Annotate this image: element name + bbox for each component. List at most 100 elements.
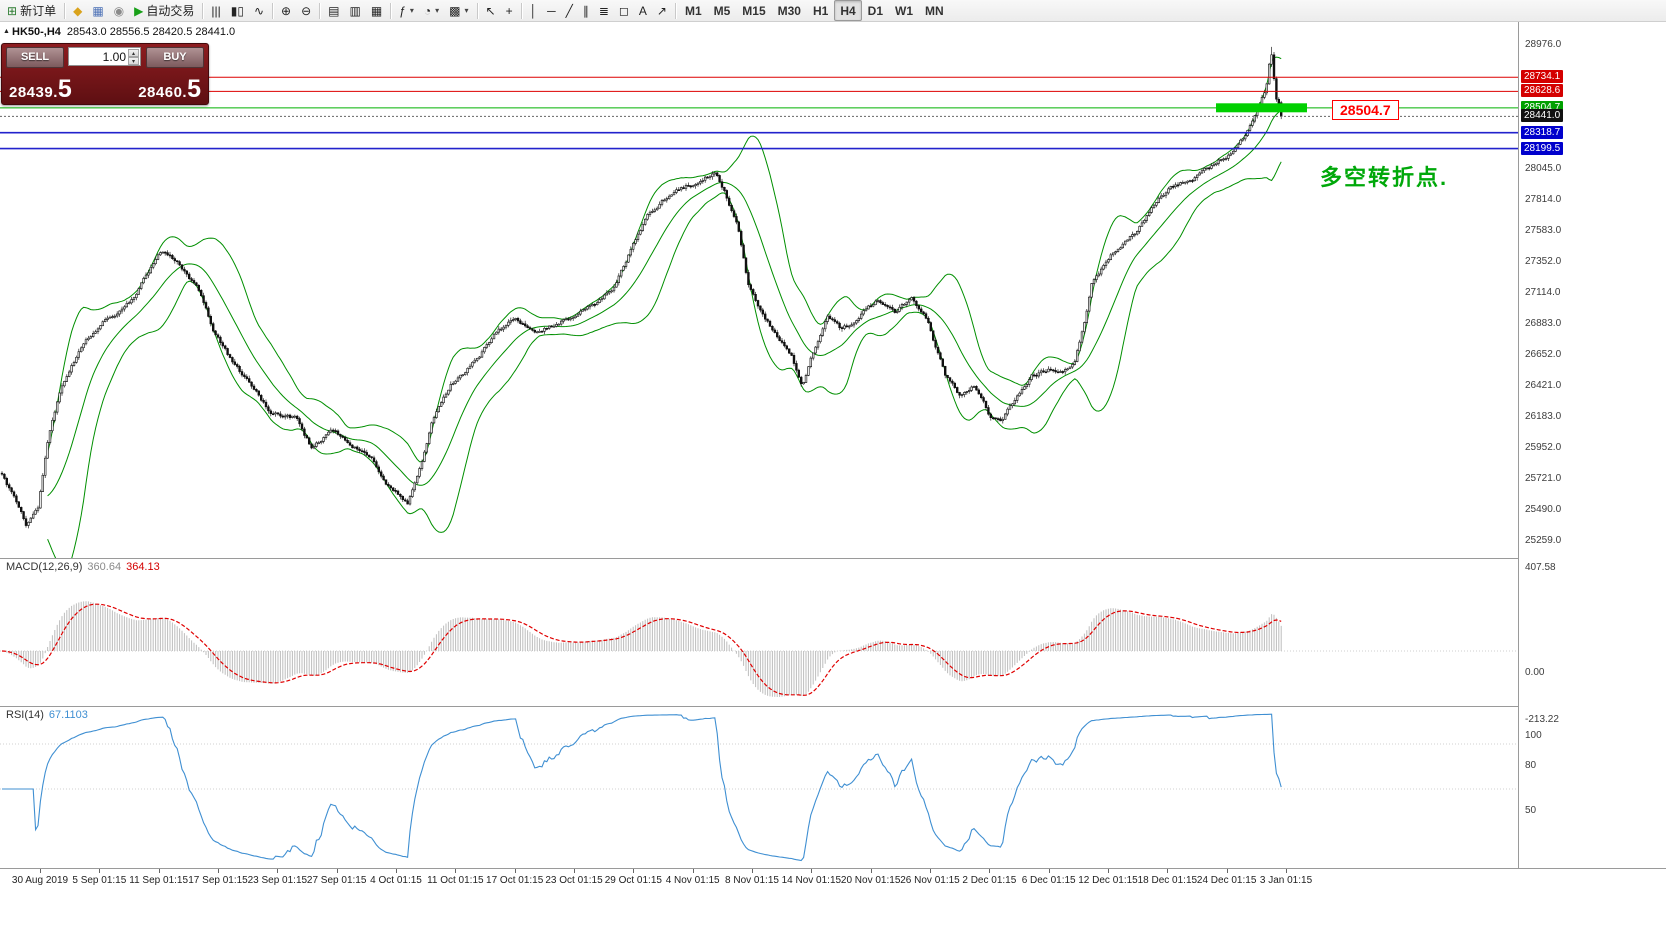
pivot-note-text[interactable]: 多空转折点.	[1320, 165, 1449, 190]
horizontal-line-icon: ─	[547, 3, 556, 18]
bar-chart-button[interactable]: |||	[206, 0, 225, 21]
indicators-button[interactable]: ƒ ▾	[394, 0, 419, 21]
chevron-down-icon: ▾	[409, 6, 414, 15]
tf-m30[interactable]: M30	[772, 0, 807, 21]
volume-up-button[interactable]: ▴	[128, 49, 139, 57]
time-axis-label: 17 Oct 01:15	[486, 875, 544, 886]
autotrading-button-label: 自动交易	[146, 4, 195, 18]
sell-price-main: 28439.	[9, 84, 58, 101]
line-chart-button[interactable]: ∿	[249, 0, 269, 21]
vertical-line-button[interactable]: │	[525, 0, 543, 21]
text-button[interactable]: A	[634, 0, 652, 21]
trendline-button[interactable]: ╱	[561, 0, 578, 21]
time-axis-label: 5 Sep 01:15	[72, 875, 127, 886]
time-axis-label: 6 Dec 01:15	[1021, 875, 1076, 886]
price-axis[interactable]: 28976.0 28045.0 27814.0 27583.0 27352.0 27114…	[1519, 22, 1666, 868]
tf-mn-label: MN	[925, 3, 944, 18]
data-window-button[interactable]: ▦	[87, 0, 108, 21]
price-tag: 28734.1	[1521, 70, 1564, 84]
tf-m1[interactable]: M1	[679, 0, 708, 21]
shapes-button[interactable]: ◻	[614, 0, 634, 21]
new-order-button[interactable]: ⊞ 新订单	[2, 0, 61, 21]
tf-m5[interactable]: M5	[708, 0, 737, 21]
macd-panel-canvas[interactable]	[0, 558, 1518, 706]
arrange-windows-button[interactable]: ▦	[366, 0, 387, 21]
panel-separator[interactable]	[0, 706, 1666, 707]
chart-title-symbol: HK50-,H4	[12, 26, 61, 38]
price-chart-canvas[interactable]	[0, 22, 1518, 558]
tf-w1-label: W1	[895, 3, 914, 18]
time-axis-label: 14 Nov 01:15	[781, 875, 842, 886]
crosshair-button[interactable]: +	[501, 0, 518, 21]
buy-price-main: 28460.	[138, 84, 188, 101]
fibonacci-button[interactable]: ≣	[594, 0, 614, 21]
time-axis-tick	[514, 869, 516, 873]
rsi-name: RSI(14)	[6, 709, 44, 721]
sell-price[interactable]: 28439. 5	[9, 77, 72, 102]
tf-d1[interactable]: D1	[862, 0, 889, 21]
periods-button[interactable]: ◔ ▾	[419, 0, 444, 21]
panel-separator[interactable]	[0, 558, 1666, 559]
arrow-tool-button[interactable]: ↗	[652, 0, 672, 21]
buy-price[interactable]: 28460. 5	[138, 77, 201, 102]
macd-indicator-label: MACD(12,26,9) 360.64 364.13	[6, 561, 160, 573]
time-axis-label: 20 Nov 01:15	[840, 875, 901, 886]
time-axis[interactable]: 30 Aug 2019 5 Sep 01:15 11 Sep 01:15 17 Sep…	[0, 868, 1666, 944]
cascade-windows-icon: ▥	[349, 3, 361, 18]
cascade-windows-button[interactable]: ▥	[345, 0, 366, 21]
tf-h1[interactable]: H1	[807, 0, 834, 21]
price-tag: 28318.7	[1521, 125, 1564, 139]
price-level-label[interactable]: 28504.7	[1332, 100, 1399, 120]
time-axis-label: 8 Nov 01:15	[725, 875, 779, 886]
tf-w1[interactable]: W1	[889, 0, 919, 21]
macd-axis-tick: 0.00	[1525, 667, 1545, 678]
chart-area[interactable]: ▲ HK50-,H4 28543.0 28556.5 28420.5 28441.…	[0, 22, 1666, 944]
templates-button[interactable]: ▩ ▾	[444, 0, 473, 21]
chart-title-ohlc: 28543.0 28556.5 28420.5 28441.0	[66, 26, 236, 38]
autotrading-button[interactable]: ▶ 自动交易	[129, 0, 199, 21]
time-axis-tick	[99, 869, 101, 873]
zoom-out-button[interactable]: ⊖	[296, 0, 316, 21]
sell-button[interactable]: SELL	[6, 47, 64, 68]
time-axis-label: 18 Dec 01:15	[1137, 875, 1198, 886]
channel-button[interactable]: ∥	[578, 0, 594, 21]
volume-down-button[interactable]: ▾	[128, 57, 139, 65]
rsi-panel-canvas[interactable]	[0, 706, 1518, 868]
toolbar-separator	[390, 2, 392, 19]
time-axis-tick	[40, 869, 41, 873]
price-axis-tick: 26883.0	[1525, 318, 1562, 330]
crosshair-icon: +	[505, 3, 513, 18]
navigator-button[interactable]: ◉	[109, 0, 129, 21]
cursor-icon: ↖	[485, 3, 496, 18]
tf-mn[interactable]: MN	[919, 0, 950, 21]
volume-input[interactable]: 1.00 ▴ ▾	[68, 47, 141, 66]
horizontal-line-button[interactable]: ─	[542, 0, 561, 21]
time-axis-label: 27 Sep 01:15	[306, 875, 367, 886]
one-click-collapse-arrow[interactable]: ▲	[3, 28, 10, 35]
price-axis-tick: 25490.0	[1525, 503, 1562, 515]
zoom-in-button[interactable]: ⊕	[276, 0, 296, 21]
time-axis-label: 4 Nov 01:15	[665, 875, 720, 886]
time-axis-label: 11 Oct 01:15	[427, 875, 484, 886]
chevron-down-icon: ▾	[464, 6, 469, 15]
tile-windows-button[interactable]: ▤	[323, 0, 344, 21]
market-watch-button[interactable]: ◆	[68, 0, 87, 21]
time-axis-tick	[1108, 869, 1109, 873]
price-axis-tick: 27814.0	[1525, 193, 1562, 205]
tile-windows-icon: ▤	[328, 3, 340, 18]
autotrading-icon: ▶	[134, 3, 144, 18]
buy-button[interactable]: BUY	[146, 47, 204, 68]
price-axis-tick: 27352.0	[1525, 255, 1562, 267]
price-axis-tick: 27114.0	[1525, 287, 1561, 299]
time-axis-tick	[692, 869, 694, 873]
time-axis-tick	[158, 869, 160, 873]
rsi-value: 67.1103	[48, 709, 88, 721]
price-axis-tick: 25721.0	[1525, 473, 1562, 484]
tf-h4[interactable]: H4	[834, 0, 862, 21]
price-axis-tick: 25952.0	[1525, 442, 1562, 454]
zoom-in-icon: ⊕	[281, 3, 292, 18]
macd-axis-tick: 407.58	[1525, 562, 1556, 573]
candlestick-chart-button[interactable]: ▮▯	[226, 0, 249, 21]
cursor-button[interactable]: ↖	[481, 0, 501, 21]
tf-m15[interactable]: M15	[736, 0, 771, 21]
